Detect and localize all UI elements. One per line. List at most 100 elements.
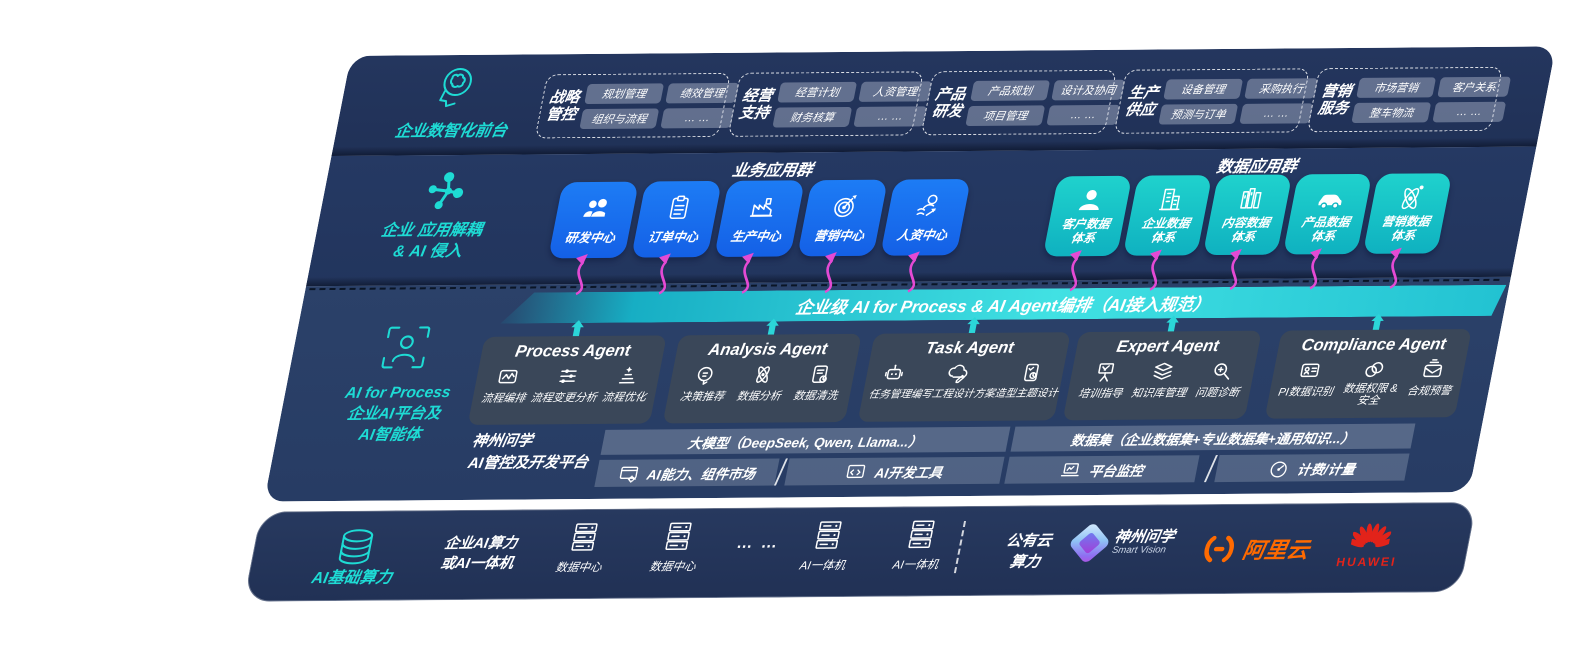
group-title: 生产 供应	[1123, 84, 1161, 119]
server-icon	[665, 522, 692, 551]
data-flow-arrow	[741, 252, 754, 294]
data-clean-icon	[811, 365, 828, 384]
data-flow-arrow	[658, 253, 671, 295]
capability-pill: 预测与订单	[1158, 103, 1239, 125]
data-flow-arrow	[575, 253, 588, 296]
front-office-layer: 企业数智化前台 战略 管控 规划管理 绩效管理 组织与流程 … … 经营 支持 经营…	[331, 46, 1556, 157]
front-office-group-marketing: 营销 服务 市场营销 客户关系 整车物流 … …	[1306, 66, 1512, 133]
ai-platform-label: AI for Process 企业AI平台及 AI智能体	[343, 384, 453, 444]
permission-rings-icon	[1365, 362, 1384, 378]
monitor-icon	[1060, 462, 1079, 476]
business-card-hr: 人资中心	[880, 178, 971, 256]
atom-icon	[1401, 185, 1424, 210]
group-title: 战略 管控	[544, 88, 582, 124]
data-card-product: 产品数据 体系	[1282, 173, 1373, 255]
front-office-group-operation: 经营 支持 经营计划 人资管理 财务核算 … …	[727, 71, 933, 137]
node-datacenter-1: 数据中心	[537, 522, 627, 576]
agent-card-analysis: Analysis Agent 决策推荐 数据分析 数据清洗	[662, 333, 862, 424]
node-ai-appliance-2: AI一体机	[874, 519, 964, 573]
application-layer-label: 企业 应用解耦 & AI 侵入	[379, 221, 484, 261]
architecture-diagram: 企业数智化前台 战略 管控 规划管理 绩效管理 组织与流程 … … 经营 支持 经营…	[225, 46, 1572, 602]
capability-pill: 市场营销	[1356, 76, 1437, 98]
capability-pill: 设计及协同	[1051, 79, 1126, 100]
capability-pill: 组织与流程	[579, 107, 660, 129]
capability-pill: 采购执行	[1244, 77, 1319, 99]
capability-pill: 人资管理	[858, 80, 933, 102]
data-flow-arrow	[1309, 248, 1322, 290]
vendor-alicloud: 阿里云	[1198, 532, 1312, 565]
business-card-order: 订单中心	[631, 180, 722, 258]
cloud-doc-icon	[948, 364, 968, 384]
alicloud-logo-icon	[1204, 535, 1234, 563]
car-icon	[1318, 194, 1342, 210]
capability-pill: 规划管理	[584, 82, 665, 104]
data-card-content: 内容数据 体系	[1202, 174, 1293, 256]
front-office-label: 企业数智化前台	[393, 122, 509, 141]
node-ai-appliance-1: AI一体机	[781, 520, 871, 574]
application-layer: 企业 应用解耦 & AI 侵入 业务应用群 数据应用群 研发中心 订单中心	[306, 146, 1537, 296]
training-icon	[1097, 363, 1114, 382]
data-card-marketing: 营销数据 体系	[1362, 173, 1453, 254]
capability-pill: … …	[853, 105, 928, 127]
diagnosis-icon	[1213, 363, 1229, 380]
change-analysis-icon	[559, 369, 577, 384]
data-card-customer: 客户数据 体系	[1042, 175, 1133, 257]
brain-head-icon	[428, 65, 483, 111]
data-flow-arrow	[1229, 248, 1242, 291]
business-card-rd: 研发中心	[548, 181, 639, 259]
shenzhou-logo-icon	[1068, 521, 1111, 565]
server-icon	[815, 521, 842, 549]
task-robot-icon	[884, 364, 903, 380]
data-analysis-atom-icon	[755, 366, 770, 384]
group-title: 经营 支持	[737, 87, 775, 122]
vendor-huawei: HUAWEI	[1335, 522, 1404, 569]
capability-pill: 客户关系	[1437, 76, 1512, 97]
books-icon	[1240, 188, 1262, 209]
agent-card-task: Task Agent 任务管理 编写工程设计方案 造型主题设计	[857, 332, 1071, 422]
enterprise-compute-label: 企业AI算力 或AI一体机	[439, 535, 519, 572]
main-architecture-block: 企业数智化前台 战略 管控 规划管理 绩效管理 组织与流程 … … 经营 支持 经营…	[262, 46, 1556, 502]
people-icon	[582, 198, 607, 217]
capability-pill: 经营计划	[777, 81, 858, 103]
scan-person-icon	[377, 323, 434, 371]
data-flow-arrow	[824, 252, 837, 294]
person-icon	[1078, 190, 1099, 211]
group-title: 产品 研发	[930, 85, 968, 121]
building-icon	[1158, 188, 1180, 211]
capability-pill: 产品规划	[970, 79, 1051, 101]
hr-person-icon	[916, 194, 938, 216]
huawei-logo-icon	[1348, 523, 1394, 548]
billing-metering-cell: 计费/计量	[1214, 453, 1410, 483]
data-flow-arrow	[1389, 247, 1402, 289]
ai-platform-layer: 企业级 AI for Process & AI Agent编排（AI接入规范） …	[263, 276, 1511, 502]
business-apps-header: 业务应用群	[730, 162, 814, 180]
capability-pill: … …	[660, 107, 735, 128]
factory-icon	[749, 197, 772, 217]
target-icon	[833, 194, 857, 217]
front-office-group-product: 产品 研发 产品规划 设计及协同 项目管理 … …	[920, 69, 1126, 136]
model-bar: 大模型（DeepSeek, Qwen, Llama...）	[600, 426, 1011, 455]
data-flow-arrow	[1069, 250, 1082, 292]
id-card-icon	[1300, 363, 1320, 378]
capability-pill: 设备管理	[1163, 78, 1244, 99]
platform-monitor-cell: 平台监控	[1004, 455, 1200, 484]
business-card-production: 生产中心	[714, 180, 805, 258]
server-icon	[908, 520, 935, 549]
window-gear-icon	[619, 466, 638, 483]
front-office-group-strategy: 战略 管控 规划管理 绩效管理 组织与流程 … …	[534, 72, 740, 139]
front-office-group-supply: 生产 供应 设备管理 采购执行 预测与订单 … …	[1113, 68, 1319, 134]
capability-pill: 整车物流	[1351, 101, 1432, 123]
optimize-icon	[619, 366, 635, 384]
database-icon	[330, 527, 381, 571]
public-cloud-label: 公有云 算力	[1004, 532, 1054, 571]
data-card-enterprise: 企业数据 体系	[1122, 175, 1213, 256]
workflow-icon	[498, 369, 518, 384]
capability-pill: … …	[1046, 104, 1121, 125]
molecule-icon	[420, 169, 473, 213]
capability-pill: 绩效管理	[665, 82, 740, 103]
data-flow-arrow	[907, 251, 920, 293]
node-datacenter-2: 数据中心	[631, 521, 721, 575]
alert-mail-icon	[1423, 359, 1443, 378]
agent-card-expert: Expert Agent 培训指导 知识库管理 问题诊断	[1062, 330, 1262, 421]
gauge-icon	[1270, 461, 1287, 477]
